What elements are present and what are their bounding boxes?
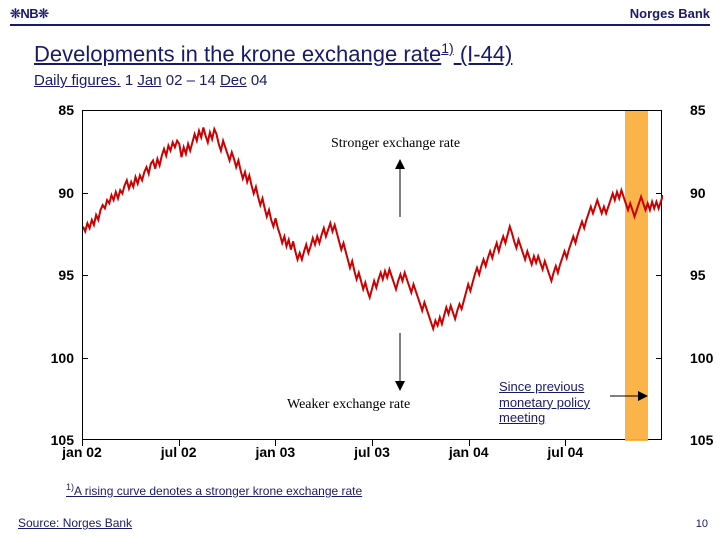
xtick-label: jul 03 [354,444,390,460]
xtick-label: jan 03 [255,444,295,460]
bank-name: Norges Bank [630,6,710,21]
ytick-right: 90 [690,185,720,201]
page-number: 10 [696,518,708,530]
sub-p3: Jan [137,72,161,89]
stronger-label: Stronger exchange rate [331,136,460,152]
ytick-left: 90 [34,185,74,201]
source-label: Source: Norges Bank [18,516,132,530]
ytick-left: 95 [34,267,74,283]
arrow-right-icon [608,389,648,403]
ytick-right: 100 [690,350,720,366]
ytick-right: 95 [690,267,720,283]
sub-p2: 1 [121,72,138,89]
title-sup: 1) [441,40,453,56]
xtick-label: jul 02 [161,444,197,460]
title-suffix: (I-44) [454,41,513,66]
policy-note: Since previous monetary policy meeting [499,379,609,426]
sub-p1: Daily figures. [34,72,121,89]
arrow-down-icon [393,331,407,391]
footnote: 1)A rising curve denotes a stronger kron… [66,482,362,498]
arrow-up-icon [393,159,407,219]
chart-area: Stronger exchange rate Weaker exchange r… [34,110,686,470]
sub-p4: 02 – 14 [162,72,220,89]
ytick-right: 85 [690,102,720,118]
chart-subtitle: Daily figures. 1 Jan 02 – 14 Dec 04 [34,72,268,89]
footnote-sup: 1) [66,482,74,492]
xtick-label: jul 04 [547,444,583,460]
xtick-label: jan 02 [62,444,102,460]
ytick-left: 85 [34,102,74,118]
header-rule [10,24,710,26]
ytick-left: 100 [34,350,74,366]
sub-p5: Dec [220,72,247,89]
weaker-label: Weaker exchange rate [287,397,410,413]
logo: ❊NB❊ [10,6,49,22]
sub-p6: 04 [247,72,268,89]
plot-frame: Stronger exchange rate Weaker exchange r… [82,110,662,440]
footnote-text: A rising curve denotes a stronger krone … [74,484,362,498]
ytick-right: 105 [690,432,720,448]
xtick-label: jan 04 [449,444,489,460]
title-prefix: Developments in the krone exchange rate [34,41,441,66]
chart-title: Developments in the krone exchange rate1… [34,40,512,67]
header: ❊NB❊ Norges Bank [0,6,720,26]
